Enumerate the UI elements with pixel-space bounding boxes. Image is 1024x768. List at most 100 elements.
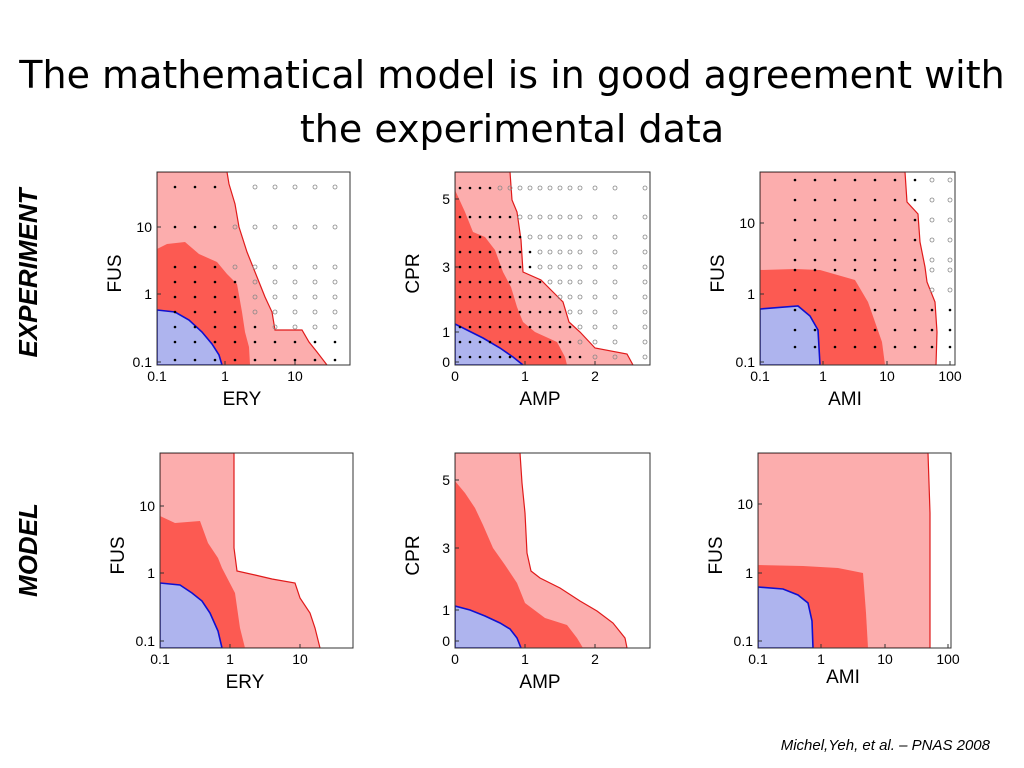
data-point-filled: [213, 310, 217, 314]
data-point-filled: [233, 280, 237, 284]
data-point-filled: [213, 265, 217, 269]
data-point-open: [272, 264, 278, 270]
chart-panel-6: 0.1 1 10 100 0.1 1 10 AMI FUS: [706, 452, 960, 688]
y-axis-label: FUS: [708, 255, 729, 293]
data-point-filled: [893, 268, 897, 272]
y-tick-label: 10: [139, 498, 155, 514]
data-point-filled: [508, 280, 512, 284]
data-point-filled: [478, 186, 482, 190]
data-point-open: [527, 214, 533, 220]
data-point-filled: [233, 325, 237, 329]
data-point-open: [252, 184, 258, 190]
data-point-filled: [518, 250, 522, 254]
data-point-filled: [558, 310, 562, 314]
data-point-open: [332, 324, 338, 330]
data-point-filled: [468, 280, 472, 284]
region-red: [455, 190, 567, 365]
data-point-open: [537, 249, 543, 255]
data-point-open: [272, 324, 278, 330]
data-point-filled: [478, 280, 482, 284]
x-tick-label: 0.1: [147, 368, 167, 384]
data-point-open: [292, 324, 298, 330]
data-point-open: [557, 294, 563, 300]
data-point-filled: [488, 215, 492, 219]
y-axis-label: FUS: [706, 537, 727, 575]
data-point-open: [272, 294, 278, 300]
data-point-filled: [568, 340, 572, 344]
data-point-open: [947, 287, 953, 293]
data-point-filled: [213, 225, 217, 229]
data-point-filled: [173, 295, 177, 299]
data-point-open: [642, 264, 648, 270]
data-point-filled: [813, 308, 817, 312]
data-point-filled: [913, 238, 917, 242]
region-blue: [157, 309, 223, 365]
data-point-filled: [508, 250, 512, 254]
data-point-filled: [793, 178, 797, 182]
data-point-open: [557, 249, 563, 255]
data-point-filled: [568, 355, 572, 359]
data-point-open: [557, 185, 563, 191]
data-point-open: [547, 249, 553, 255]
y-tick-label: 3: [442, 540, 450, 556]
data-point-open: [642, 185, 648, 191]
region-blue: [160, 582, 223, 648]
data-point-filled: [498, 340, 502, 344]
data-point-filled: [913, 308, 917, 312]
data-point-filled: [873, 178, 877, 182]
data-point-open: [592, 234, 598, 240]
data-point-filled: [528, 325, 532, 329]
data-point-filled: [193, 325, 197, 329]
data-point-open: [612, 339, 618, 345]
data-point-filled: [488, 265, 492, 269]
data-point-open: [577, 339, 583, 345]
data-point-filled: [538, 340, 542, 344]
data-point-filled: [488, 325, 492, 329]
x-tick-label: 2: [591, 368, 599, 384]
data-point-filled: [468, 325, 472, 329]
data-point-filled: [558, 340, 562, 344]
data-point-filled: [893, 258, 897, 262]
data-point-filled: [893, 345, 897, 349]
x-tick-label: 1: [521, 651, 529, 667]
data-point-open: [547, 279, 553, 285]
data-point-filled: [508, 265, 512, 269]
data-point-filled: [193, 295, 197, 299]
data-point-open: [642, 234, 648, 240]
data-point-filled: [893, 328, 897, 332]
data-point-filled: [930, 308, 934, 312]
data-point-open: [592, 339, 598, 345]
data-point-filled: [948, 308, 952, 312]
plot-frame: [156, 171, 351, 366]
data-point-filled: [173, 225, 177, 229]
data-point-open: [577, 214, 583, 220]
data-point-filled: [488, 310, 492, 314]
data-point-filled: [813, 178, 817, 182]
data-point-filled: [528, 280, 532, 284]
data-point-open: [642, 279, 648, 285]
data-point-open: [567, 309, 573, 315]
data-point-open: [612, 264, 618, 270]
data-point-open: [557, 214, 563, 220]
data-point-filled: [893, 288, 897, 292]
data-point-filled: [853, 218, 857, 222]
data-point-filled: [478, 265, 482, 269]
data-point-open: [612, 234, 618, 240]
data-point-filled: [478, 215, 482, 219]
data-point-filled: [458, 215, 462, 219]
data-point-open: [612, 279, 618, 285]
data-point-filled: [793, 328, 797, 332]
data-point-filled: [173, 325, 177, 329]
data-point-filled: [478, 310, 482, 314]
data-point-open: [332, 294, 338, 300]
y-tick-label: 1: [147, 565, 155, 581]
chart-panel-2: 0 1 2 0 1 3 5 AMP CPR: [403, 171, 651, 410]
data-point-open: [517, 214, 523, 220]
data-point-filled: [913, 258, 917, 262]
x-tick-label: 2: [591, 651, 599, 667]
data-point-filled: [568, 325, 572, 329]
data-point-filled: [498, 280, 502, 284]
data-point-filled: [173, 185, 177, 189]
data-point-filled: [528, 310, 532, 314]
